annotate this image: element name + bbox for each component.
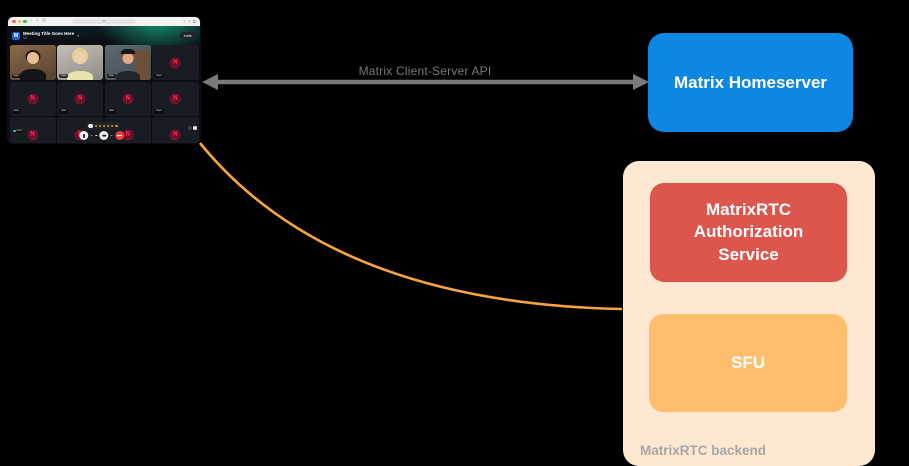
avatar: N <box>27 129 39 140</box>
back-icon[interactable]: ‹ <box>30 18 33 24</box>
mute-icon <box>188 126 192 130</box>
participant-name-pill: User <box>11 73 21 78</box>
page-dot <box>107 124 110 127</box>
chevron-down-icon[interactable]: ▾ <box>77 33 79 38</box>
tile-option-icons[interactable] <box>188 126 197 130</box>
meeting-title-block: Meeting Title Goes Here 12 <box>23 31 74 41</box>
participant-name-pill: User <box>11 109 21 114</box>
page-indicator[interactable] <box>85 122 121 130</box>
backend-container: MatrixRTC Authorization Service SFU Matr… <box>623 161 875 466</box>
meeting-title: Meeting Title Goes Here <box>23 30 75 36</box>
padlock-icon <box>103 20 105 23</box>
video-tile: N User <box>152 45 199 80</box>
video-tile: User <box>57 45 104 80</box>
presence-dot-icon <box>13 129 16 132</box>
reload-icon[interactable]: ⟳ <box>41 18 47 24</box>
headphones-icon <box>120 49 136 54</box>
video-tile: N <box>152 117 199 143</box>
video-tile-grid: User User User <box>9 45 199 143</box>
call-app: M Meeting Title Goes Here 12 ▾ Invite Us… <box>8 26 200 143</box>
arrow-label: Matrix Client-Server API <box>358 64 492 78</box>
video-tile: N <box>104 117 151 143</box>
person <box>115 71 140 80</box>
video-tile: N User <box>9 81 56 116</box>
client-backend-curve <box>198 142 623 311</box>
video-tile: N User <box>57 81 104 116</box>
device-chevron-icon[interactable] <box>90 134 93 137</box>
auth-line-2: Authorization <box>693 222 804 242</box>
participant-name-pill: User <box>59 109 69 114</box>
avatar: N <box>122 93 134 104</box>
expand-icon <box>193 126 197 130</box>
speaking-indicator: User <box>11 128 24 133</box>
microphone-icon <box>82 133 86 138</box>
person <box>122 53 134 64</box>
arrow-head-left <box>202 74 218 90</box>
app-logo: M <box>12 31 20 40</box>
auth-service-box: MatrixRTC Authorization Service <box>650 183 847 282</box>
page-dot <box>94 124 97 127</box>
hang-up-button[interactable] <box>115 131 125 140</box>
participant-name-pill: User <box>106 73 117 78</box>
person <box>67 71 94 80</box>
browser-window: ‹ › ⟳ ⇧＋⧉ M Meeting Title Goes Here 12 ▾… <box>8 17 200 143</box>
auth-line-3: Service <box>718 244 779 264</box>
avatar: N <box>74 93 86 104</box>
device-chevron-icon[interactable] <box>95 134 97 137</box>
background-furniture <box>135 50 150 80</box>
video-tile: N User <box>9 117 56 143</box>
arrow-head-right <box>633 74 649 90</box>
page-dot <box>115 124 118 127</box>
close-window-button[interactable] <box>12 19 16 24</box>
device-chevron-icon[interactable] <box>110 134 113 137</box>
call-controls <box>79 131 125 140</box>
video-tile: User <box>9 45 56 80</box>
browser-toolbar: ‹ › ⟳ ⇧＋⧉ <box>8 17 200 26</box>
participant-name-pill: User <box>154 109 164 114</box>
maximize-window-button[interactable] <box>23 19 27 24</box>
homeserver-label: Matrix Homeserver <box>673 72 828 92</box>
microphone-button[interactable] <box>79 131 89 140</box>
participant-name-pill: User <box>106 109 117 114</box>
person <box>26 52 39 64</box>
invite-button[interactable]: Invite <box>179 32 196 39</box>
call-header: M Meeting Title Goes Here 12 ▾ Invite <box>8 26 200 45</box>
auth-line-1: MatrixRTC <box>705 200 791 220</box>
video-tile: User <box>104 45 151 80</box>
participant-name-pill: User <box>154 73 164 78</box>
sfu-box: SFU <box>649 314 847 412</box>
avatar: N <box>27 93 39 104</box>
active-page-dot <box>88 123 93 128</box>
speaking-indicator-label: User <box>16 128 22 132</box>
sfu-label: SFU <box>731 353 765 372</box>
person <box>74 52 86 64</box>
participant-count: 12 <box>23 36 27 41</box>
homeserver-box: Matrix Homeserver <box>648 33 853 132</box>
video-tile: N User <box>104 81 151 116</box>
minimize-window-button[interactable] <box>17 19 21 24</box>
avatar: N <box>169 129 181 140</box>
avatar: N <box>122 129 134 140</box>
hang-up-icon <box>117 134 122 137</box>
video-tile: N User <box>152 81 199 116</box>
page-dot <box>111 124 114 127</box>
url-bar[interactable] <box>72 18 136 25</box>
person <box>19 69 46 80</box>
avatar: N <box>169 93 181 104</box>
camera-button[interactable] <box>99 131 109 140</box>
browser-toolbar-icons[interactable]: ⇧＋⧉ <box>182 18 197 24</box>
camera-icon <box>101 134 106 137</box>
forward-icon[interactable]: › <box>36 18 38 24</box>
page-dot <box>98 124 101 127</box>
avatar: N <box>169 57 181 68</box>
backend-label: MatrixRTC backend <box>640 443 767 458</box>
participant-name-pill: User <box>59 73 69 78</box>
page-dot <box>102 124 106 127</box>
